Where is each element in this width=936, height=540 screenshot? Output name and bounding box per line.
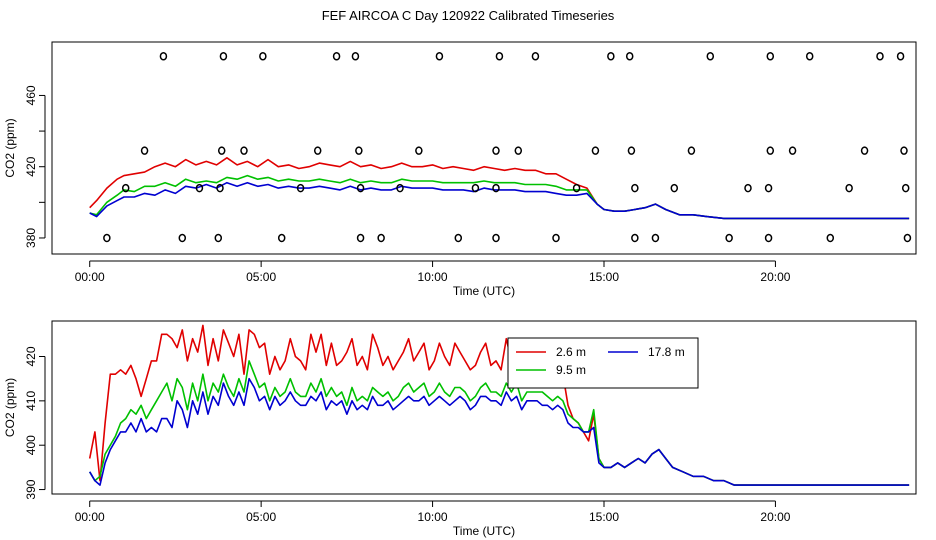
flag-marker: [216, 183, 224, 193]
y-tick-label: 460: [24, 85, 38, 105]
flag-marker: [351, 52, 360, 61]
flag-marker: [901, 183, 910, 193]
flag-marker: [631, 183, 639, 193]
x-tick-label: 10:00: [418, 270, 448, 284]
flag-marker: [805, 52, 814, 61]
plot-frame: [51, 320, 917, 495]
legend-box: [507, 337, 699, 389]
flag-marker: [627, 146, 636, 155]
flag-marker: [140, 146, 149, 155]
flag-marker: [415, 146, 423, 155]
bottom-panel: 00:00 05:00 10:00 15:00 20:00 Time (UTC) 390 40…: [3, 320, 917, 538]
y-tick-label: 380: [24, 228, 38, 248]
series-line-17-8-m: [89, 181, 910, 220]
x-axis-title: Time (UTC): [453, 284, 515, 298]
flag-marker: [625, 52, 634, 61]
figure-title: FEF AIRCOA C Day 120922 Calibrated Times…: [321, 8, 615, 23]
flag-marker: [670, 183, 679, 193]
flag-marker: [744, 183, 752, 193]
flag-marker: [706, 52, 715, 61]
flag-marker: [900, 146, 908, 155]
x-tick-label: 15:00: [589, 270, 619, 284]
flag-marker: [296, 183, 305, 193]
y-tick-label: 400: [24, 435, 38, 455]
y-axis-title: CO2 (ppm): [3, 118, 17, 177]
x-tick-label: 20:00: [760, 270, 790, 284]
flag-marker: [355, 146, 363, 155]
series-line-9-5-m: [89, 174, 910, 220]
legend: 2.6 m 9.5 m 17.8 m: [507, 337, 699, 389]
flag-marker: [876, 52, 884, 61]
x-tick-label: 05:00: [246, 270, 276, 284]
x-tick-label: 10:00: [418, 510, 448, 524]
flag-marker: [766, 146, 775, 155]
flag-marker: [903, 233, 912, 243]
flag-marker: [764, 183, 773, 193]
flag-marker: [826, 233, 835, 243]
flag-marker: [332, 52, 341, 61]
x-axis-title: Time (UTC): [453, 524, 515, 538]
flag-marker: [454, 233, 463, 243]
flag-marker: [651, 233, 660, 243]
flag-marker: [217, 146, 226, 155]
legend-label: 9.5 m: [556, 363, 586, 377]
legend-label: 17.8 m: [648, 345, 685, 359]
flag-marker: [356, 233, 365, 243]
flag-marker: [788, 146, 797, 155]
flag-marker: [259, 52, 267, 61]
y-axis-title: CO2 (ppm): [3, 378, 17, 437]
top-panel: 00:00 05:00 10:00 15:00 20:00 Time (UTC) 380 42…: [3, 41, 917, 298]
flag-marker: [492, 183, 500, 193]
flag-marker: [492, 146, 500, 155]
flag-marker: [103, 233, 111, 243]
series-line-2-6-m: [88, 324, 910, 486]
flag-marker: [356, 183, 365, 193]
plot-frame: [51, 41, 917, 255]
flag-marker: [492, 233, 500, 243]
x-tick-label: 05:00: [246, 510, 276, 524]
flag-marker: [845, 183, 853, 193]
x-tick-label: 20:00: [760, 510, 790, 524]
flag-marker: [396, 183, 404, 193]
flag-marker: [219, 52, 228, 61]
flag-marker: [860, 146, 869, 155]
flag-marker: [764, 233, 773, 243]
flag-marker: [514, 146, 523, 155]
y-tick-label: 390: [24, 479, 38, 499]
flag-marker: [214, 233, 223, 243]
y-tick-label: 420: [24, 346, 38, 366]
flag-marker: [178, 233, 187, 243]
flag-marker: [896, 52, 905, 61]
legend-label: 2.6 m: [556, 345, 586, 359]
flag-marker: [572, 183, 581, 193]
flag-marker: [725, 233, 733, 243]
flag-marker: [495, 52, 504, 61]
flag-marker: [195, 183, 204, 193]
series-line-9-5-m: [89, 360, 910, 486]
flag-marker: [277, 233, 286, 243]
flag-marker: [631, 233, 639, 243]
y-tick-label: 420: [24, 156, 38, 176]
series-line-17-8-m: [89, 377, 910, 486]
flag-marker: [377, 233, 385, 243]
x-tick-label: 00:00: [75, 510, 105, 524]
flag-marker: [471, 183, 480, 193]
x-tick-label: 15:00: [589, 510, 619, 524]
flag-marker: [240, 146, 248, 155]
flag-marker: [766, 52, 775, 61]
flag-marker: [607, 52, 615, 61]
flag-marker: [121, 183, 130, 193]
flag-marker: [591, 146, 600, 155]
flag-marker: [687, 146, 696, 155]
y-tick-label: 410: [24, 391, 38, 411]
flag-marker: [552, 233, 560, 243]
flag-marker: [531, 52, 540, 61]
flag-marker: [159, 52, 168, 61]
flag-marker: [313, 146, 322, 155]
flag-marker: [435, 52, 444, 61]
x-tick-label: 00:00: [75, 270, 105, 284]
